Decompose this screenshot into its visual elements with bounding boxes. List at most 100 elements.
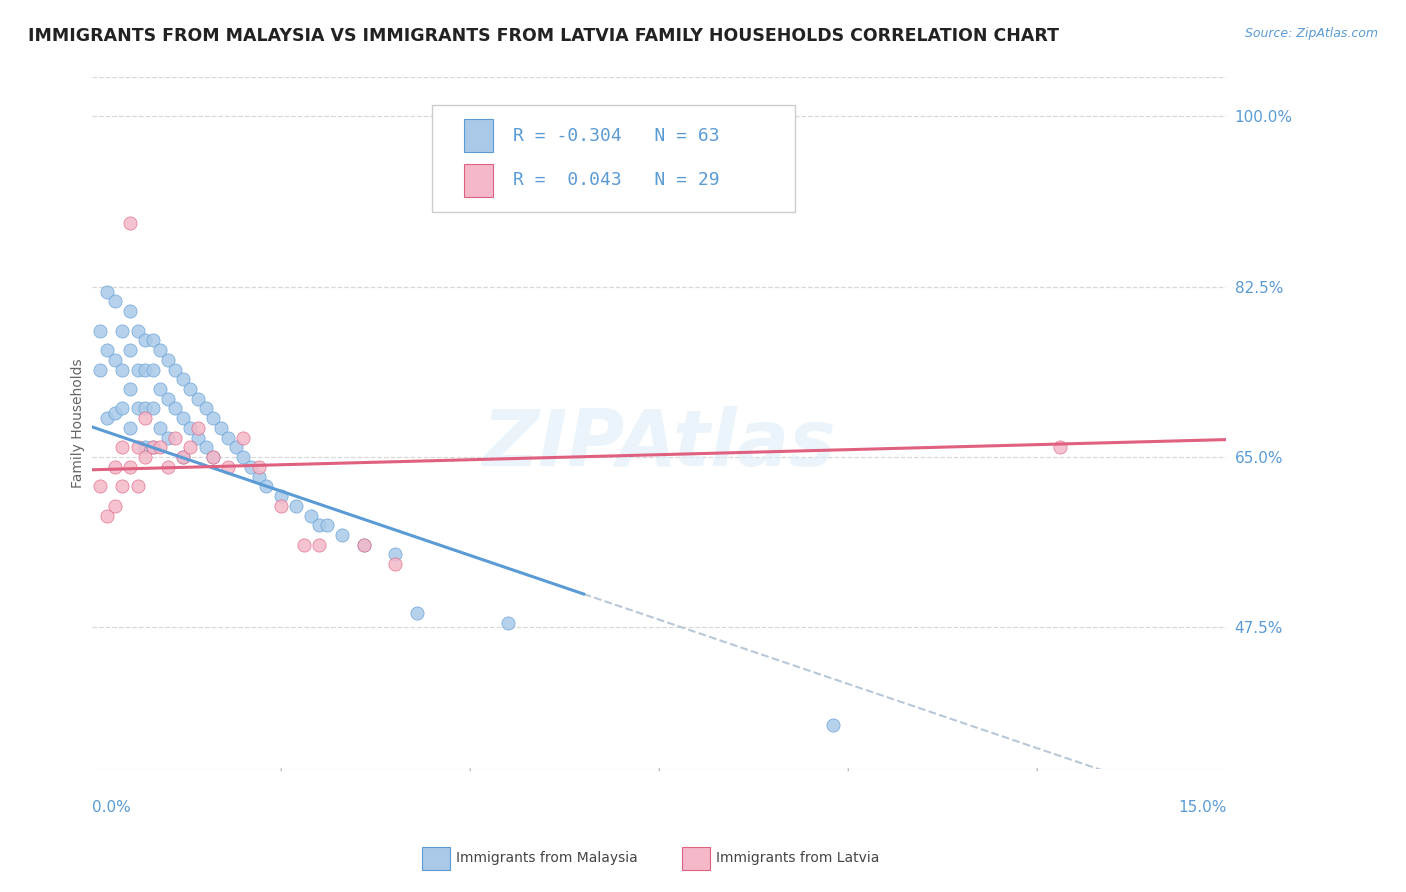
Point — [315, 518, 337, 533]
Point — [406, 606, 429, 620]
Point — [823, 718, 845, 732]
Point — [118, 382, 141, 396]
Point — [202, 450, 225, 464]
Point — [118, 304, 141, 318]
Point — [118, 217, 141, 231]
Point — [111, 324, 134, 338]
Point — [217, 459, 239, 474]
Point — [134, 333, 156, 347]
Point — [225, 441, 247, 455]
Point — [202, 411, 225, 425]
Point — [89, 362, 111, 376]
Point — [134, 411, 156, 425]
Point — [142, 441, 165, 455]
Point — [330, 528, 353, 542]
Point — [187, 421, 209, 435]
Point — [179, 441, 201, 455]
Point — [142, 401, 165, 416]
Point — [156, 431, 179, 445]
Point — [239, 459, 262, 474]
Point — [118, 459, 141, 474]
Point — [149, 382, 172, 396]
Point — [187, 431, 209, 445]
Point — [127, 479, 149, 493]
FancyBboxPatch shape — [464, 119, 492, 153]
Point — [232, 431, 254, 445]
Point — [149, 441, 172, 455]
Point — [270, 499, 292, 513]
Text: Immigrants from Latvia: Immigrants from Latvia — [716, 851, 879, 865]
Text: Immigrants from Malaysia: Immigrants from Malaysia — [456, 851, 637, 865]
Point — [353, 538, 375, 552]
Point — [142, 333, 165, 347]
Text: R =  0.043   N = 29: R = 0.043 N = 29 — [513, 171, 720, 189]
Point — [292, 538, 315, 552]
Point — [165, 431, 187, 445]
Point — [111, 362, 134, 376]
Point — [127, 401, 149, 416]
Point — [254, 479, 277, 493]
Point — [1049, 441, 1071, 455]
Point — [308, 518, 330, 533]
Point — [187, 392, 209, 406]
FancyBboxPatch shape — [464, 164, 492, 197]
Y-axis label: Family Households: Family Households — [72, 359, 86, 488]
Point — [118, 343, 141, 357]
Point — [104, 406, 127, 420]
Point — [165, 362, 187, 376]
Point — [308, 538, 330, 552]
Point — [165, 401, 187, 416]
Point — [127, 441, 149, 455]
Point — [96, 343, 118, 357]
Point — [232, 450, 254, 464]
Point — [217, 431, 239, 445]
Point — [172, 411, 194, 425]
Point — [156, 459, 179, 474]
Point — [134, 450, 156, 464]
Point — [96, 411, 118, 425]
Point — [194, 441, 217, 455]
Point — [353, 538, 375, 552]
Point — [285, 499, 308, 513]
Point — [209, 421, 232, 435]
Text: 15.0%: 15.0% — [1178, 800, 1226, 814]
Text: 0.0%: 0.0% — [93, 800, 131, 814]
Point — [96, 285, 118, 299]
Point — [156, 392, 179, 406]
Point — [172, 450, 194, 464]
Point — [111, 441, 134, 455]
Point — [111, 401, 134, 416]
Point — [156, 352, 179, 367]
Point — [104, 499, 127, 513]
Point — [127, 362, 149, 376]
Point — [172, 450, 194, 464]
Point — [104, 294, 127, 309]
Point — [202, 450, 225, 464]
Point — [149, 343, 172, 357]
FancyBboxPatch shape — [433, 105, 796, 212]
Point — [142, 441, 165, 455]
Point — [134, 401, 156, 416]
Point — [247, 469, 270, 483]
Point — [384, 548, 406, 562]
Point — [142, 362, 165, 376]
Point — [172, 372, 194, 386]
Text: R = -0.304   N = 63: R = -0.304 N = 63 — [513, 127, 720, 145]
Point — [301, 508, 323, 523]
Point — [89, 479, 111, 493]
Point — [194, 401, 217, 416]
Point — [127, 324, 149, 338]
Point — [149, 421, 172, 435]
Point — [89, 324, 111, 338]
Text: ZIPAtlas: ZIPAtlas — [482, 406, 837, 482]
Point — [104, 352, 127, 367]
Point — [96, 508, 118, 523]
Point — [111, 479, 134, 493]
Point — [179, 382, 201, 396]
Point — [118, 421, 141, 435]
Point — [104, 459, 127, 474]
Text: IMMIGRANTS FROM MALAYSIA VS IMMIGRANTS FROM LATVIA FAMILY HOUSEHOLDS CORRELATION: IMMIGRANTS FROM MALAYSIA VS IMMIGRANTS F… — [28, 27, 1059, 45]
Point — [496, 615, 519, 630]
Text: Source: ZipAtlas.com: Source: ZipAtlas.com — [1244, 27, 1378, 40]
Point — [179, 421, 201, 435]
